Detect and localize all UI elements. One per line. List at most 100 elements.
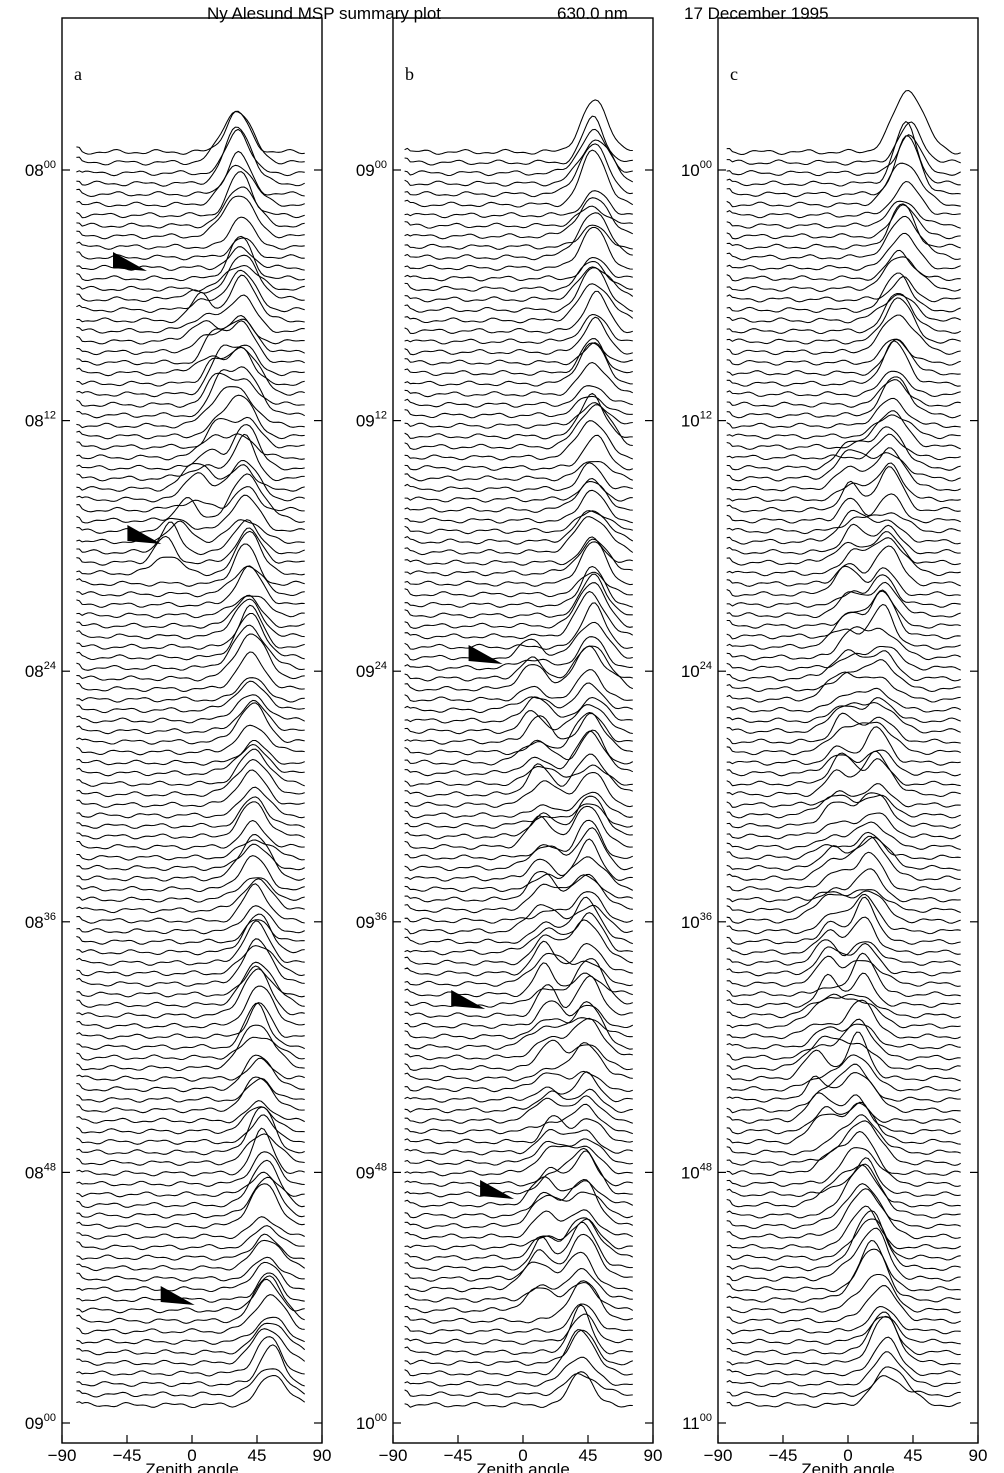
msp-trace — [726, 942, 961, 977]
panel-letter: c — [730, 64, 738, 84]
msp-trace — [726, 545, 961, 587]
x-tick-label: 90 — [313, 1446, 332, 1465]
msp-trace — [404, 402, 633, 429]
msp-trace — [404, 283, 634, 324]
msp-trace — [76, 110, 305, 155]
msp-trace — [76, 1054, 305, 1093]
msp-trace — [726, 414, 961, 440]
msp-trace — [76, 565, 305, 608]
msp-trace — [76, 855, 305, 893]
msp-trace — [76, 833, 305, 882]
msp-trace — [76, 1077, 305, 1103]
msp-trace — [404, 256, 633, 282]
msp-trace — [726, 792, 961, 829]
msp-trace — [726, 1092, 961, 1124]
msp-trace — [726, 701, 961, 734]
msp-trace — [404, 361, 634, 398]
msp-trace — [76, 724, 305, 756]
msp-trace — [404, 729, 634, 766]
msp-trace — [76, 1328, 306, 1366]
msp-trace — [76, 699, 305, 735]
msp-trace — [404, 1372, 633, 1398]
msp-trace — [404, 420, 634, 461]
msp-trace — [726, 1054, 961, 1092]
msp-trace — [404, 891, 634, 924]
msp-trace — [726, 1072, 961, 1103]
msp-trace — [726, 1351, 961, 1388]
x-tick-label: −90 — [704, 1446, 733, 1465]
msp-trace — [76, 565, 305, 598]
annotation-arrow — [127, 525, 162, 544]
time-tick-label: 0924 — [356, 660, 387, 681]
annotation-arrow — [480, 1180, 515, 1199]
msp-trace — [726, 1336, 961, 1377]
x-axis-title: Zenith angle — [145, 1460, 239, 1473]
msp-trace — [404, 99, 633, 155]
msp-trace — [726, 180, 961, 219]
msp-trace — [76, 126, 305, 187]
msp-trace — [726, 376, 961, 419]
msp-trace — [76, 1002, 305, 1040]
msp-trace — [726, 590, 961, 640]
msp-trace — [404, 212, 633, 261]
panel-b: b 0900 0912 0924 0936 0948 1000 −90 −45 0 45 90 Zeni… — [356, 17, 662, 1473]
msp-trace — [76, 344, 305, 377]
time-tick-label: 0824 — [25, 660, 56, 681]
msp-trace — [726, 134, 961, 177]
msp-trace — [404, 856, 634, 893]
msp-trace — [76, 1183, 305, 1229]
msp-trace — [76, 1322, 306, 1356]
msp-trace — [76, 919, 305, 945]
msp-trace — [404, 1251, 634, 1293]
msp-trace — [726, 752, 961, 787]
msp-trace — [404, 510, 634, 545]
msp-trace — [404, 460, 633, 482]
msp-trace — [404, 1071, 633, 1103]
msp-trace — [726, 297, 961, 345]
msp-trace — [726, 893, 961, 935]
msp-trace — [726, 1316, 961, 1345]
msp-trace — [76, 598, 305, 640]
msp-trace — [76, 1261, 305, 1293]
msp-trace — [76, 1216, 305, 1240]
msp-trace — [726, 1239, 961, 1303]
msp-trace — [76, 938, 305, 987]
msp-trace — [726, 955, 961, 987]
msp-trace — [404, 462, 633, 492]
panel-frame — [717, 17, 979, 1444]
msp-trace — [76, 1225, 305, 1251]
msp-trace — [404, 115, 633, 166]
msp-trace — [404, 434, 633, 471]
msp-trace — [726, 783, 961, 808]
msp-trace — [726, 537, 961, 577]
time-tick-label: 1000 — [681, 159, 712, 180]
msp-trace — [76, 877, 305, 903]
msp-trace — [76, 394, 305, 440]
time-tick-label: 1024 — [681, 660, 712, 681]
msp-trace — [404, 952, 633, 987]
msp-trace — [404, 730, 634, 777]
msp-trace — [404, 1233, 633, 1282]
msp-trace — [726, 999, 961, 1040]
msp-trace — [404, 1095, 633, 1124]
msp-trace — [76, 519, 305, 545]
msp-trace — [726, 1273, 961, 1314]
panel-letter: a — [74, 64, 82, 84]
msp-trace — [404, 571, 633, 598]
msp-trace — [726, 1205, 961, 1251]
msp-trace — [404, 753, 634, 797]
msp-trace — [76, 796, 305, 829]
msp-trace — [76, 216, 305, 250]
msp-trace — [726, 531, 961, 566]
msp-trace — [76, 905, 305, 935]
msp-trace — [404, 1000, 634, 1029]
msp-trace — [404, 1070, 633, 1093]
msp-trace — [76, 519, 305, 556]
msp-trace — [404, 1042, 633, 1082]
msp-trace — [726, 1375, 961, 1398]
msp-trace — [726, 1063, 961, 1114]
msp-trace — [76, 1272, 305, 1303]
msp-trace — [76, 680, 305, 714]
msp-trace — [404, 838, 633, 882]
msp-trace — [76, 254, 305, 303]
